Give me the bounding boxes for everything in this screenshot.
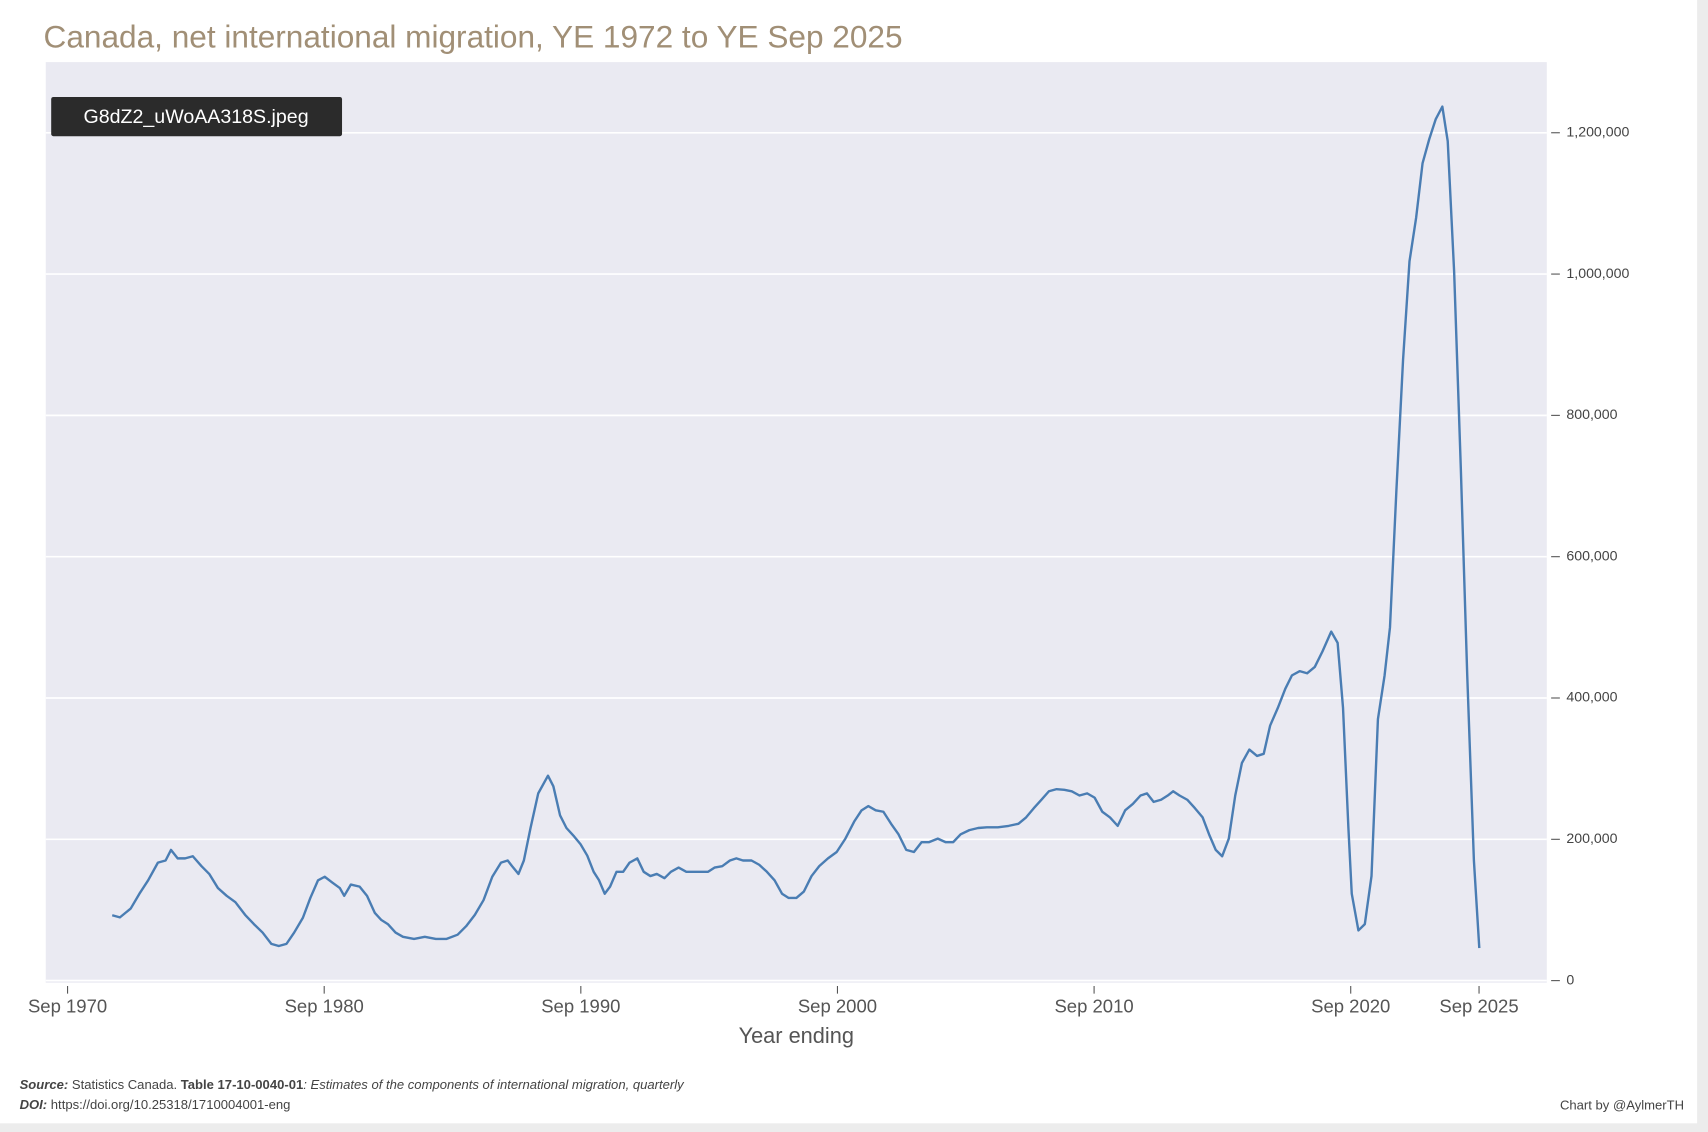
filename-label: G8dZ2_uWoAA318S.jpeg	[84, 106, 309, 128]
plot-area	[45, 62, 1547, 983]
y-tick-label: 0	[1566, 972, 1574, 988]
doi: https://doi.org/10.25318/1710004001-eng	[47, 1097, 290, 1112]
edge	[0, 1123, 1708, 1132]
x-tick-label: Sep 2020	[1311, 996, 1390, 1017]
doi-label: DOI:	[20, 1097, 48, 1112]
y-tick-label: 1,000,000	[1566, 266, 1629, 282]
y-tick-label: 400,000	[1566, 690, 1617, 706]
source: Statistics Canada.	[68, 1078, 181, 1093]
x-tick-label: Sep 2025	[1439, 996, 1518, 1017]
edge	[1697, 0, 1708, 1132]
x-tick-label: Sep 2000	[798, 996, 877, 1017]
source-label: Source:	[20, 1078, 69, 1093]
y-tick-label: 600,000	[1566, 548, 1617, 564]
source-note: Source: Statistics Canada. Table 17-10-0…	[20, 1078, 686, 1093]
chart-title: Canada, net international migration, YE …	[44, 19, 903, 55]
y-tick-label: 800,000	[1566, 407, 1617, 423]
filename-overlay	[51, 96, 343, 137]
y-tick-label: 1,200,000	[1566, 124, 1629, 140]
plot: 0 200,000 400,000 600,000 800,000 1,000,000 1,…	[28, 62, 1629, 1017]
x-tick-label: Sep 1980	[285, 996, 364, 1017]
credit: Chart by @AylmerTH	[1560, 1097, 1684, 1112]
x-axis-label: Year ending	[739, 1023, 854, 1048]
x-tick-label: Sep 1970	[28, 996, 107, 1017]
x-tick-label: Sep 2010	[1054, 996, 1133, 1017]
table-desc: : Estimates of the components of interna…	[303, 1078, 685, 1093]
table-label: Table 17-10-0040-01	[181, 1078, 303, 1093]
line-series	[111, 105, 1481, 949]
y-tick-label: 200,000	[1566, 831, 1617, 847]
x-tick-label: Sep 1990	[541, 996, 620, 1017]
doi-note: DOI: https://doi.org/10.25318/1710004001…	[20, 1097, 291, 1112]
